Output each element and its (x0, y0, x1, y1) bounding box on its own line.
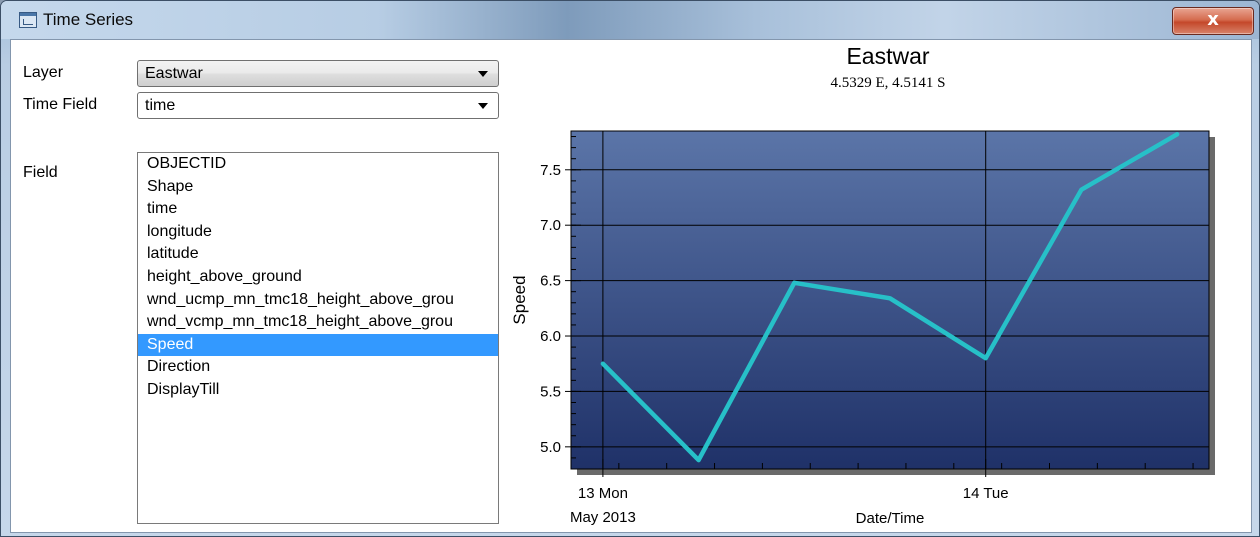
field-list-item[interactable]: height_above_ground (147, 267, 302, 285)
y-tick-label: 5.0 (540, 439, 561, 456)
layer-label: Layer (23, 64, 64, 81)
field-list-item[interactable]: wnd_vcmp_mn_tmc18_height_above_grou (147, 313, 453, 331)
close-button[interactable]: x (1172, 7, 1254, 35)
y-tick-label: 5.5 (540, 383, 561, 400)
series-layer (600, 132, 1180, 463)
chart-subtitle: 4.5329 E, 4.5141 S (830, 75, 946, 91)
y-axis-label: Speed (510, 275, 529, 324)
x-axis-label: Date/Time (856, 510, 925, 527)
client-area: Layer Eastwar Time Field time Field OBJE… (10, 39, 1252, 533)
layer-dropdown[interactable]: Eastwar (137, 60, 499, 87)
y-tick-label: 6.5 (540, 273, 561, 290)
y-tick-label: 7.0 (540, 217, 561, 234)
layer-dropdown-value: Eastwar (145, 65, 203, 82)
time-field-dropdown[interactable]: time (137, 92, 499, 119)
chevron-down-icon (478, 103, 488, 109)
field-list-item[interactable]: DisplayTill (147, 380, 220, 398)
chart-title: Eastwar (846, 43, 930, 69)
time-field-dropdown-value: time (145, 97, 176, 114)
y-tick-label: 7.5 (540, 162, 561, 179)
y-tick-label: 6.0 (540, 328, 561, 345)
field-list-item[interactable]: Speed (138, 333, 498, 357)
time-field-label: Time Field (23, 96, 98, 113)
x-axis-ticks: 13 Mon May 2013 14 Tue (570, 459, 1009, 526)
field-list-item[interactable]: Direction (147, 358, 211, 376)
field-listbox[interactable]: OBJECTID Shape time longitude latitude height… (137, 152, 499, 524)
field-list-item[interactable]: latitude (147, 245, 199, 263)
field-list-item[interactable]: time (147, 200, 178, 218)
gridlines (571, 131, 1209, 469)
chevron-down-icon (478, 71, 488, 77)
speed-series-line (600, 132, 1180, 463)
x-tick-label: 13 Mon (578, 485, 628, 502)
field-label: Field (23, 164, 58, 181)
field-list-item[interactable]: Shape (147, 177, 194, 195)
field-list-item[interactable]: OBJECTID (147, 155, 227, 172)
field-list-item[interactable]: wnd_ucmp_mn_tmc18_height_above_grou (147, 290, 454, 308)
window-title: Time Series (43, 10, 134, 29)
y-axis-ticks: 5.0 5.5 6.0 6.5 7.0 7.5 (540, 162, 581, 456)
title-bar[interactable]: Time Series x (1, 1, 1259, 39)
field-list-item[interactable]: longitude (147, 222, 212, 240)
x-tick-label: 14 Tue (963, 485, 1009, 502)
x-tick-sublabel: May 2013 (570, 509, 636, 526)
window-app-icon (19, 12, 37, 28)
